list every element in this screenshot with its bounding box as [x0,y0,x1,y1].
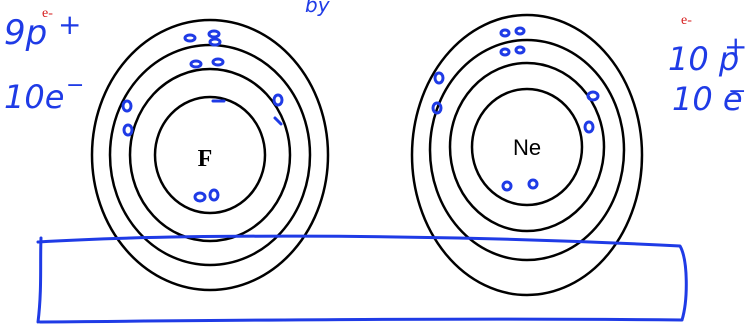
electron-dot [208,37,222,47]
fluorine-electron-count: 10e [4,78,64,116]
electron-mark [273,116,283,126]
electron-dot [122,123,134,137]
neon-shell-3 [428,38,626,262]
blue-box [36,234,688,324]
electron-dot [527,178,539,190]
neon-counts: 10 p + 10 e − e- [668,13,747,118]
fluorine-proton-count: 9p [4,13,47,53]
electron-dot [583,120,595,134]
electron-dot [431,101,443,115]
electron-dot [207,29,221,39]
neon-electron-sign: − [728,79,746,104]
neon-proton-count: 10 p [668,40,739,78]
electron-dot [586,90,600,102]
electron-dot [121,99,133,113]
electron-dot [514,26,526,36]
fluorine-shell-4 [90,18,330,292]
fluorine-shell-2 [128,67,292,243]
neon-shell-4 [410,13,644,297]
electron-dot [501,180,513,192]
neon-electron-count: 10 e [672,80,743,118]
neon-symbol: Ne [513,135,541,160]
neon-shell-2 [448,61,606,233]
electron-dot [433,71,445,85]
electron-dot [193,191,207,203]
fluorine-proton-sign: + [58,8,81,41]
fluorine-electrons [121,29,284,203]
fluorine-atom: F [90,18,330,292]
left-red-marker: e- [42,6,53,21]
neon-shell-1 [470,87,584,207]
electron-dot [183,33,197,43]
electron-dot [211,57,225,67]
right-red-marker: e- [681,13,692,28]
neon-proton-sign: + [724,30,747,63]
fluorine-symbol: F [198,146,213,172]
electron-dot [189,59,203,69]
neon-electrons [431,26,600,192]
top-handwriting-fragment: by [305,0,331,17]
fluorine-shell-1 [153,95,267,215]
electron-dot [208,188,220,202]
electron-dot [499,47,511,57]
electron-dot [499,28,511,38]
electron-dot [514,45,526,55]
neon-atom: Ne [410,13,644,297]
fluorine-shell-3 [108,43,312,267]
fluorine-counts: 9p + 10e − e- [4,6,84,116]
electron-dot [272,93,284,107]
fluorine-electron-sign: − [66,73,84,98]
